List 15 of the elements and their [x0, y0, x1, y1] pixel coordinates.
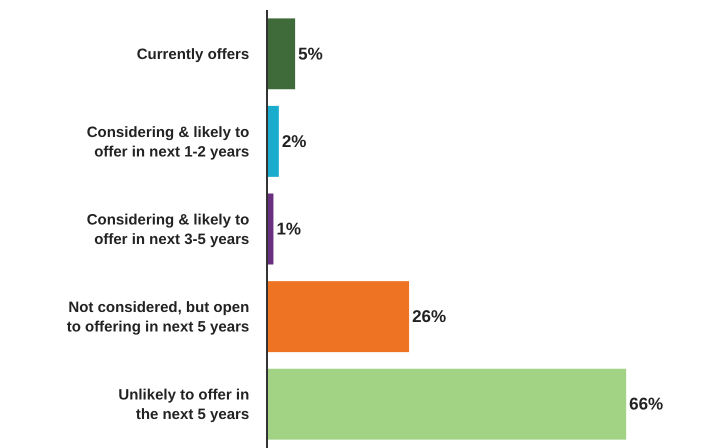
data-label: 66% [629, 394, 664, 414]
y-tick-label: Currently offers [136, 46, 250, 64]
y-tick-label: Considering & likely to offer in next 3-5 years [86, 212, 250, 248]
data-label: 2% [282, 132, 306, 151]
bar [268, 194, 274, 264]
bar [268, 281, 410, 352]
data-label: 26% [412, 307, 446, 326]
y-tick-label: Not considered, but open to offering in next 5 years [66, 299, 250, 336]
data-label: 1% [276, 220, 302, 238]
bar [268, 106, 279, 177]
y-tick-label: Unlikely to offer in the next 5 years [118, 386, 250, 424]
bar [268, 368, 626, 440]
data-label: 5% [298, 44, 323, 64]
bar [268, 18, 296, 90]
y-tick-label: Considering & likely to offer in next 1-2 years [86, 124, 250, 160]
